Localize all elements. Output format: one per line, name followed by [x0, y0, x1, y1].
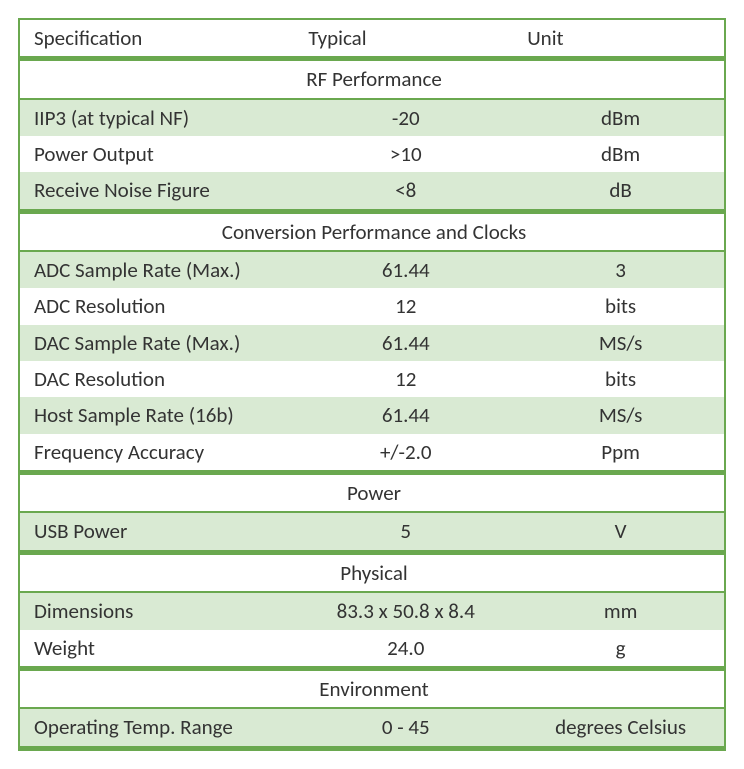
- cell-typical: +/-2.0: [294, 434, 513, 473]
- cell-typical: 83.3 x 50.8 x 8.4: [294, 592, 513, 629]
- cell-typical: 12: [294, 288, 513, 324]
- cell-typical: 0 - 45: [294, 708, 513, 748]
- cell-unit: bits: [513, 288, 725, 324]
- section-header-rf-performance: RF Performance: [19, 59, 725, 99]
- section-header-power: Power: [19, 473, 725, 513]
- cell-typical: 61.44: [294, 397, 513, 433]
- cell-typical: -20: [294, 99, 513, 136]
- table-row: Operating Temp. Range 0 - 45 degrees Cel…: [19, 708, 725, 748]
- table-row: ADC Resolution 12 bits: [19, 288, 725, 324]
- cell-unit: degrees Celsius: [513, 708, 725, 748]
- cell-unit: MS/s: [513, 397, 725, 433]
- table-row: Host Sample Rate (16b) 61.44 MS/s: [19, 397, 725, 433]
- cell-typical: 61.44: [294, 325, 513, 361]
- cell-unit: dB: [513, 172, 725, 211]
- cell-typical: 24.0: [294, 630, 513, 669]
- section-header-conversion: Conversion Performance and Clocks: [19, 211, 725, 251]
- cell-spec: Power Output: [19, 136, 294, 172]
- table-row: Frequency Accuracy +/-2.0 Ppm: [19, 434, 725, 473]
- cell-spec: Receive Noise Figure: [19, 172, 294, 211]
- cell-spec: Weight: [19, 630, 294, 669]
- col-header-typical: Typical: [294, 19, 513, 59]
- table-row: DAC Sample Rate (Max.) 61.44 MS/s: [19, 325, 725, 361]
- table-row: DAC Resolution 12 bits: [19, 361, 725, 397]
- cell-unit: V: [513, 512, 725, 552]
- cell-spec: ADC Resolution: [19, 288, 294, 324]
- table-row: ADC Sample Rate (Max.) 61.44 3: [19, 251, 725, 288]
- cell-typical: <8: [294, 172, 513, 211]
- cell-unit: dBm: [513, 136, 725, 172]
- cell-spec: Dimensions: [19, 592, 294, 629]
- cell-spec: DAC Sample Rate (Max.): [19, 325, 294, 361]
- cell-spec: Operating Temp. Range: [19, 708, 294, 748]
- section-header-environment: Environment: [19, 668, 725, 708]
- table-row: USB Power 5 V: [19, 512, 725, 552]
- section-title: Conversion Performance and Clocks: [19, 211, 725, 251]
- table-row: IIP3 (at typical NF) -20 dBm: [19, 99, 725, 136]
- cell-typical: 5: [294, 512, 513, 552]
- table-row: Receive Noise Figure <8 dB: [19, 172, 725, 211]
- col-header-unit: Unit: [513, 19, 725, 59]
- cell-spec: ADC Sample Rate (Max.): [19, 251, 294, 288]
- col-header-spec: Specification: [19, 19, 294, 59]
- cell-typical: 12: [294, 361, 513, 397]
- cell-unit: dBm: [513, 99, 725, 136]
- cell-spec: DAC Resolution: [19, 361, 294, 397]
- table-row: Dimensions 83.3 x 50.8 x 8.4 mm: [19, 592, 725, 629]
- cell-spec: Frequency Accuracy: [19, 434, 294, 473]
- cell-unit: bits: [513, 361, 725, 397]
- cell-spec: IIP3 (at typical NF): [19, 99, 294, 136]
- spec-table: Specification Typical Unit RF Performanc…: [18, 18, 726, 751]
- cell-spec: USB Power: [19, 512, 294, 552]
- section-title: Physical: [19, 552, 725, 592]
- cell-unit: mm: [513, 592, 725, 629]
- cell-unit: Ppm: [513, 434, 725, 473]
- cell-unit: 3: [513, 251, 725, 288]
- table-row: Power Output >10 dBm: [19, 136, 725, 172]
- cell-unit: g: [513, 630, 725, 669]
- table-header-row: Specification Typical Unit: [19, 19, 725, 59]
- cell-typical: 61.44: [294, 251, 513, 288]
- cell-spec: Host Sample Rate (16b): [19, 397, 294, 433]
- section-header-physical: Physical: [19, 552, 725, 592]
- cell-typical: >10: [294, 136, 513, 172]
- section-title: Power: [19, 473, 725, 513]
- cell-unit: MS/s: [513, 325, 725, 361]
- section-title: RF Performance: [19, 59, 725, 99]
- section-title: Environment: [19, 668, 725, 708]
- table-row: Weight 24.0 g: [19, 630, 725, 669]
